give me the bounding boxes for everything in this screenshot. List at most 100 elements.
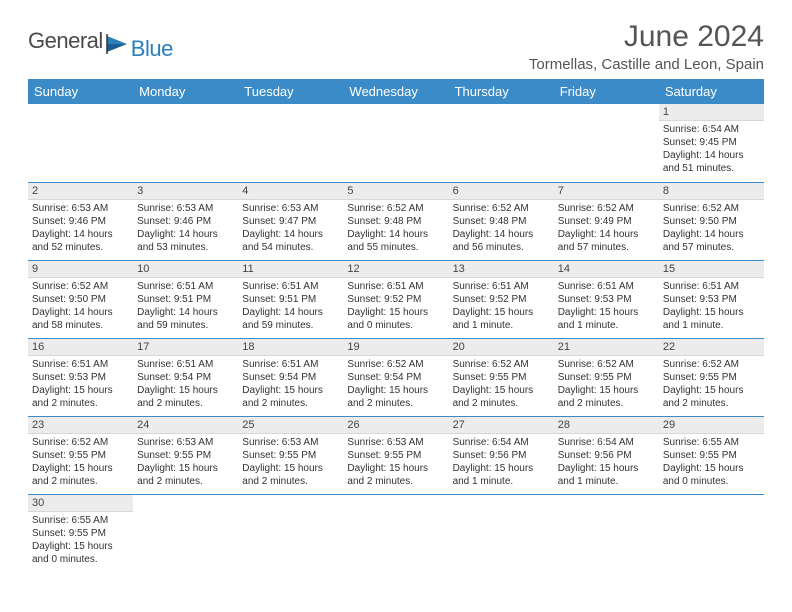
day-number: 3 — [133, 183, 238, 200]
day-details: Sunrise: 6:51 AMSunset: 9:51 PMDaylight:… — [238, 278, 343, 336]
day-number: 22 — [659, 339, 764, 356]
calendar-day-cell: 15Sunrise: 6:51 AMSunset: 9:53 PMDayligh… — [659, 260, 764, 338]
sunset-line: Sunset: 9:53 PM — [663, 293, 760, 306]
sunset-line: Sunset: 9:54 PM — [242, 371, 339, 384]
day-number: 8 — [659, 183, 764, 200]
daylight-line: Daylight: 15 hours and 2 minutes. — [453, 384, 550, 410]
calendar-day-cell: 10Sunrise: 6:51 AMSunset: 9:51 PMDayligh… — [133, 260, 238, 338]
sunset-line: Sunset: 9:55 PM — [453, 371, 550, 384]
day-details: Sunrise: 6:52 AMSunset: 9:54 PMDaylight:… — [343, 356, 448, 414]
calendar-body: 1Sunrise: 6:54 AMSunset: 9:45 PMDaylight… — [28, 104, 764, 572]
sunset-line: Sunset: 9:53 PM — [32, 371, 129, 384]
calendar-day-cell: 25Sunrise: 6:53 AMSunset: 9:55 PMDayligh… — [238, 416, 343, 494]
calendar-empty-cell — [343, 104, 448, 182]
day-number: 12 — [343, 261, 448, 278]
daylight-line: Daylight: 15 hours and 2 minutes. — [32, 462, 129, 488]
sunrise-line: Sunrise: 6:51 AM — [242, 280, 339, 293]
calendar-day-cell: 26Sunrise: 6:53 AMSunset: 9:55 PMDayligh… — [343, 416, 448, 494]
day-details: Sunrise: 6:51 AMSunset: 9:52 PMDaylight:… — [343, 278, 448, 336]
day-details: Sunrise: 6:54 AMSunset: 9:45 PMDaylight:… — [659, 121, 764, 179]
day-details: Sunrise: 6:52 AMSunset: 9:55 PMDaylight:… — [28, 434, 133, 492]
sunset-line: Sunset: 9:56 PM — [453, 449, 550, 462]
sunset-line: Sunset: 9:50 PM — [32, 293, 129, 306]
sunrise-line: Sunrise: 6:51 AM — [32, 358, 129, 371]
calendar-day-cell: 14Sunrise: 6:51 AMSunset: 9:53 PMDayligh… — [554, 260, 659, 338]
daylight-line: Daylight: 15 hours and 1 minute. — [453, 306, 550, 332]
day-details: Sunrise: 6:51 AMSunset: 9:54 PMDaylight:… — [238, 356, 343, 414]
day-number: 19 — [343, 339, 448, 356]
calendar-empty-cell — [554, 494, 659, 572]
daylight-line: Daylight: 14 hours and 54 minutes. — [242, 228, 339, 254]
day-number: 1 — [659, 104, 764, 121]
month-title: June 2024 — [529, 20, 764, 54]
sunrise-line: Sunrise: 6:53 AM — [242, 436, 339, 449]
calendar-empty-cell — [238, 104, 343, 182]
sunrise-line: Sunrise: 6:51 AM — [453, 280, 550, 293]
sunset-line: Sunset: 9:55 PM — [663, 449, 760, 462]
sunset-line: Sunset: 9:55 PM — [242, 449, 339, 462]
sunrise-line: Sunrise: 6:53 AM — [347, 436, 444, 449]
sunrise-line: Sunrise: 6:55 AM — [663, 436, 760, 449]
sunset-line: Sunset: 9:54 PM — [347, 371, 444, 384]
day-details: Sunrise: 6:52 AMSunset: 9:49 PMDaylight:… — [554, 200, 659, 258]
sunrise-line: Sunrise: 6:52 AM — [558, 202, 655, 215]
sunset-line: Sunset: 9:55 PM — [663, 371, 760, 384]
calendar-empty-cell — [133, 494, 238, 572]
day-details: Sunrise: 6:51 AMSunset: 9:52 PMDaylight:… — [449, 278, 554, 336]
weekday-header: Tuesday — [238, 79, 343, 104]
day-details: Sunrise: 6:52 AMSunset: 9:50 PMDaylight:… — [28, 278, 133, 336]
sunrise-line: Sunrise: 6:53 AM — [32, 202, 129, 215]
sunset-line: Sunset: 9:47 PM — [242, 215, 339, 228]
calendar-empty-cell — [133, 104, 238, 182]
sunset-line: Sunset: 9:48 PM — [347, 215, 444, 228]
daylight-line: Daylight: 14 hours and 57 minutes. — [663, 228, 760, 254]
calendar-day-cell: 24Sunrise: 6:53 AMSunset: 9:55 PMDayligh… — [133, 416, 238, 494]
day-details: Sunrise: 6:51 AMSunset: 9:53 PMDaylight:… — [554, 278, 659, 336]
daylight-line: Daylight: 15 hours and 2 minutes. — [663, 384, 760, 410]
day-number: 4 — [238, 183, 343, 200]
daylight-line: Daylight: 15 hours and 2 minutes. — [347, 384, 444, 410]
calendar-week-row: 16Sunrise: 6:51 AMSunset: 9:53 PMDayligh… — [28, 338, 764, 416]
weekday-header-row: SundayMondayTuesdayWednesdayThursdayFrid… — [28, 79, 764, 104]
sunrise-line: Sunrise: 6:51 AM — [663, 280, 760, 293]
calendar-empty-cell — [449, 104, 554, 182]
sunset-line: Sunset: 9:55 PM — [32, 527, 129, 540]
sunset-line: Sunset: 9:50 PM — [663, 215, 760, 228]
title-area: June 2024 Tormellas, Castille and Leon, … — [529, 20, 764, 73]
sunrise-line: Sunrise: 6:53 AM — [137, 436, 234, 449]
sunset-line: Sunset: 9:45 PM — [663, 136, 760, 149]
day-number: 23 — [28, 417, 133, 434]
day-details: Sunrise: 6:52 AMSunset: 9:55 PMDaylight:… — [554, 356, 659, 414]
day-number: 20 — [449, 339, 554, 356]
weekday-header: Sunday — [28, 79, 133, 104]
day-details: Sunrise: 6:54 AMSunset: 9:56 PMDaylight:… — [449, 434, 554, 492]
logo-text-blue: Blue — [131, 36, 173, 62]
sunrise-line: Sunrise: 6:51 AM — [558, 280, 655, 293]
calendar-day-cell: 30Sunrise: 6:55 AMSunset: 9:55 PMDayligh… — [28, 494, 133, 572]
day-details: Sunrise: 6:52 AMSunset: 9:55 PMDaylight:… — [659, 356, 764, 414]
day-number: 11 — [238, 261, 343, 278]
sunset-line: Sunset: 9:55 PM — [347, 449, 444, 462]
daylight-line: Daylight: 15 hours and 2 minutes. — [32, 384, 129, 410]
daylight-line: Daylight: 15 hours and 0 minutes. — [32, 540, 129, 566]
weekday-header: Saturday — [659, 79, 764, 104]
calendar-day-cell: 20Sunrise: 6:52 AMSunset: 9:55 PMDayligh… — [449, 338, 554, 416]
day-number: 17 — [133, 339, 238, 356]
daylight-line: Daylight: 15 hours and 2 minutes. — [137, 384, 234, 410]
logo: General Blue — [28, 20, 173, 54]
calendar-day-cell: 13Sunrise: 6:51 AMSunset: 9:52 PMDayligh… — [449, 260, 554, 338]
day-details: Sunrise: 6:51 AMSunset: 9:51 PMDaylight:… — [133, 278, 238, 336]
day-details: Sunrise: 6:54 AMSunset: 9:56 PMDaylight:… — [554, 434, 659, 492]
calendar-empty-cell — [449, 494, 554, 572]
calendar-empty-cell — [343, 494, 448, 572]
daylight-line: Daylight: 15 hours and 1 minute. — [558, 462, 655, 488]
sunset-line: Sunset: 9:55 PM — [137, 449, 234, 462]
calendar-day-cell: 11Sunrise: 6:51 AMSunset: 9:51 PMDayligh… — [238, 260, 343, 338]
day-number: 10 — [133, 261, 238, 278]
day-details: Sunrise: 6:51 AMSunset: 9:53 PMDaylight:… — [28, 356, 133, 414]
day-number: 6 — [449, 183, 554, 200]
calendar-day-cell: 21Sunrise: 6:52 AMSunset: 9:55 PMDayligh… — [554, 338, 659, 416]
weekday-header: Friday — [554, 79, 659, 104]
day-details: Sunrise: 6:52 AMSunset: 9:48 PMDaylight:… — [343, 200, 448, 258]
sunrise-line: Sunrise: 6:51 AM — [137, 280, 234, 293]
